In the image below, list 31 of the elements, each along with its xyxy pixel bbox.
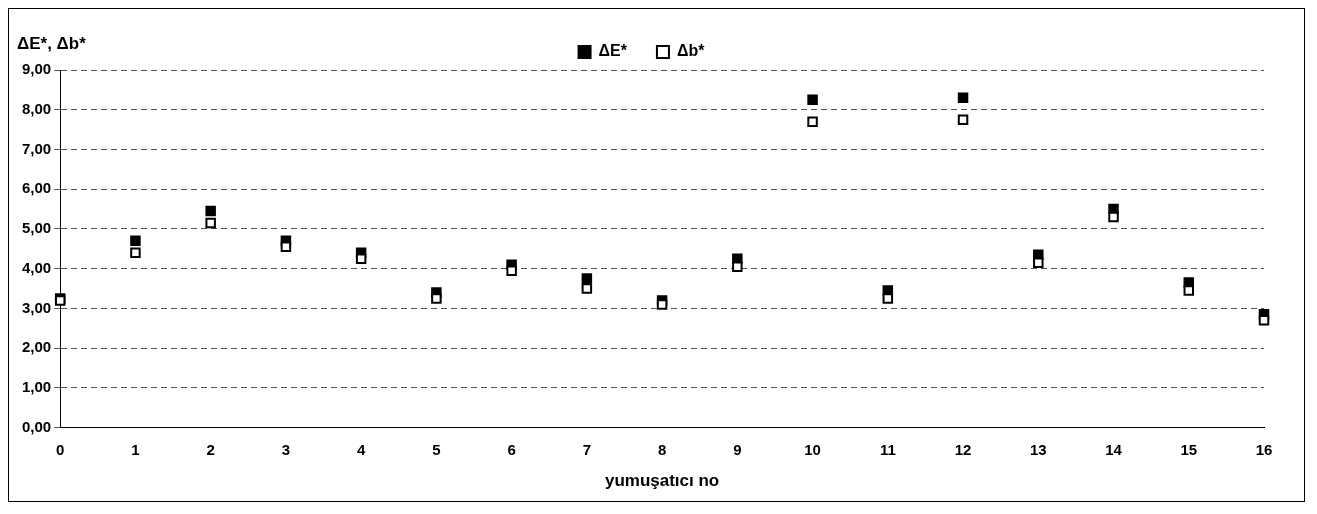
x-tick-label: 12: [954, 440, 972, 458]
x-tick-label: 16: [1255, 440, 1273, 458]
x-tick-label: 9: [733, 440, 742, 458]
y-tick-label: 8,00: [21, 99, 52, 117]
y-tick-label: 1,00: [21, 378, 52, 396]
y-tick-label: 6,00: [21, 179, 52, 197]
x-tick-label: 15: [1180, 440, 1198, 458]
x-tick-label: 1: [131, 440, 140, 458]
x-tick-label: 5: [432, 440, 441, 458]
x-tick-label: 13: [1029, 440, 1047, 458]
y-axis-title: ΔE*, Δb*: [17, 33, 87, 53]
x-tick-label: 4: [356, 440, 366, 458]
y-tick-label: 5,00: [21, 219, 52, 237]
y-tick-label: 7,00: [21, 139, 52, 157]
x-tick-label: 6: [507, 440, 516, 458]
x-tick-label: 11: [879, 440, 896, 458]
x-tick-label: 8: [657, 440, 667, 458]
x-tick-label: 14: [1105, 440, 1123, 458]
x-tick-label: 2: [206, 440, 215, 458]
legend-label: Δb*: [676, 42, 706, 60]
y-tick-label: 9,00: [21, 60, 52, 78]
x-tick-label: 3: [281, 440, 291, 458]
x-tick-label: 0: [56, 440, 65, 458]
x-axis-title: yumuşatıcı no: [604, 471, 720, 491]
y-tick-label: 0,00: [21, 417, 52, 435]
y-tick-label: 4,00: [21, 258, 52, 276]
x-tick-label: 7: [582, 440, 592, 458]
y-tick-label: 3,00: [21, 298, 52, 316]
y-tick-label: 2,00: [21, 338, 52, 356]
x-tick-label: 10: [804, 440, 821, 458]
legend-label: ΔE*: [598, 42, 628, 60]
